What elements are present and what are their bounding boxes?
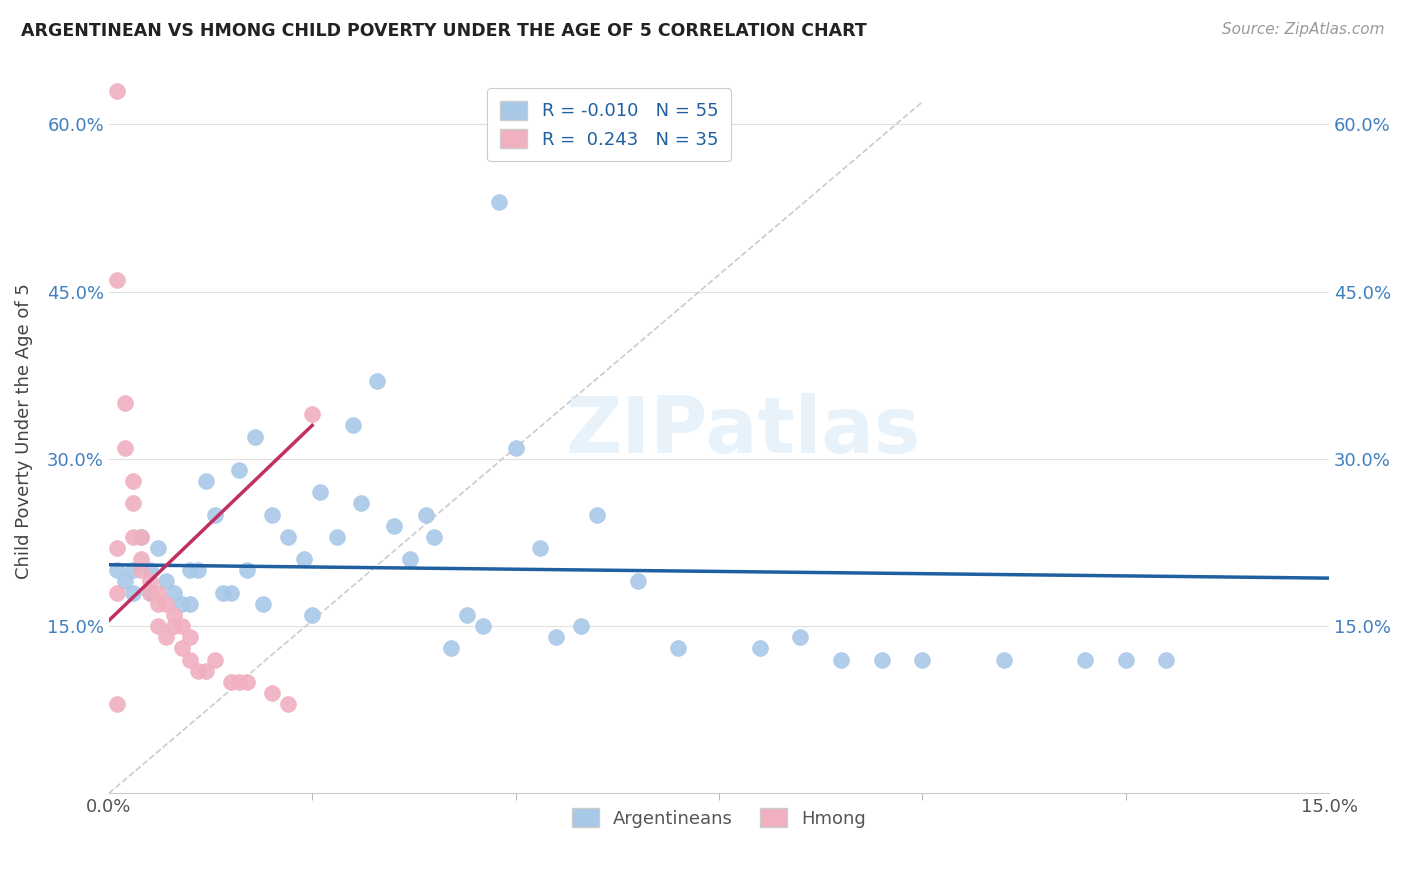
Point [114, 396, 136, 410]
Legend: Argentineans, Hmong: Argentineans, Hmong [564, 801, 873, 835]
Point [187, 664, 209, 678]
Point [342, 418, 364, 433]
Point [138, 574, 160, 589]
Point [456, 607, 478, 622]
Point [179, 652, 201, 666]
Point [146, 541, 169, 555]
Point [277, 530, 299, 544]
Point [309, 485, 332, 500]
Point [138, 585, 160, 599]
Point [398, 552, 420, 566]
Point [245, 429, 267, 443]
Point [187, 563, 209, 577]
Point [228, 463, 250, 477]
Y-axis label: Child Poverty Under the Age of 5: Child Poverty Under the Age of 5 [15, 283, 32, 579]
Point [163, 585, 186, 599]
Point [277, 697, 299, 711]
Point [219, 674, 242, 689]
Point [569, 619, 592, 633]
Point [179, 563, 201, 577]
Point [252, 597, 274, 611]
Point [870, 652, 893, 666]
Point [122, 585, 145, 599]
Point [325, 530, 347, 544]
Point [1115, 652, 1137, 666]
Point [131, 563, 153, 577]
Point [105, 563, 128, 577]
Point [172, 641, 194, 656]
Point [830, 652, 852, 666]
Point [114, 441, 136, 455]
Point [260, 508, 283, 522]
Point [236, 674, 259, 689]
Point [179, 630, 201, 644]
Point [122, 496, 145, 510]
Point [163, 607, 186, 622]
Point [146, 619, 169, 633]
Point [114, 574, 136, 589]
Point [382, 518, 405, 533]
Point [204, 652, 226, 666]
Text: ZIPatlas: ZIPatlas [565, 393, 921, 469]
Point [105, 84, 128, 98]
Point [155, 630, 177, 644]
Point [228, 674, 250, 689]
Text: Source: ZipAtlas.com: Source: ZipAtlas.com [1222, 22, 1385, 37]
Point [1074, 652, 1097, 666]
Point [505, 441, 527, 455]
Point [105, 585, 128, 599]
Point [105, 541, 128, 555]
Point [146, 597, 169, 611]
Point [122, 563, 145, 577]
Point [138, 563, 160, 577]
Point [546, 630, 568, 644]
Point [423, 530, 446, 544]
Point [131, 530, 153, 544]
Point [236, 563, 259, 577]
Point [301, 407, 323, 421]
Point [105, 697, 128, 711]
Point [219, 585, 242, 599]
Point [350, 496, 373, 510]
Point [911, 652, 934, 666]
Point [439, 641, 461, 656]
Point [415, 508, 437, 522]
Point [292, 552, 315, 566]
Point [146, 585, 169, 599]
Point [301, 607, 323, 622]
Point [1156, 652, 1178, 666]
Point [366, 374, 388, 388]
Point [260, 686, 283, 700]
Point [155, 574, 177, 589]
Text: ARGENTINEAN VS HMONG CHILD POVERTY UNDER THE AGE OF 5 CORRELATION CHART: ARGENTINEAN VS HMONG CHILD POVERTY UNDER… [21, 22, 868, 40]
Point [993, 652, 1015, 666]
Point [122, 474, 145, 488]
Point [789, 630, 811, 644]
Point [122, 530, 145, 544]
Point [172, 597, 194, 611]
Point [748, 641, 770, 656]
Point [586, 508, 609, 522]
Point [529, 541, 551, 555]
Point [131, 530, 153, 544]
Point [626, 574, 648, 589]
Point [179, 597, 201, 611]
Point [155, 597, 177, 611]
Point [172, 619, 194, 633]
Point [666, 641, 689, 656]
Point [204, 508, 226, 522]
Point [211, 585, 233, 599]
Point [195, 474, 218, 488]
Point [131, 552, 153, 566]
Point [138, 585, 160, 599]
Point [195, 664, 218, 678]
Point [472, 619, 495, 633]
Point [105, 273, 128, 287]
Point [163, 619, 186, 633]
Point [488, 195, 510, 210]
